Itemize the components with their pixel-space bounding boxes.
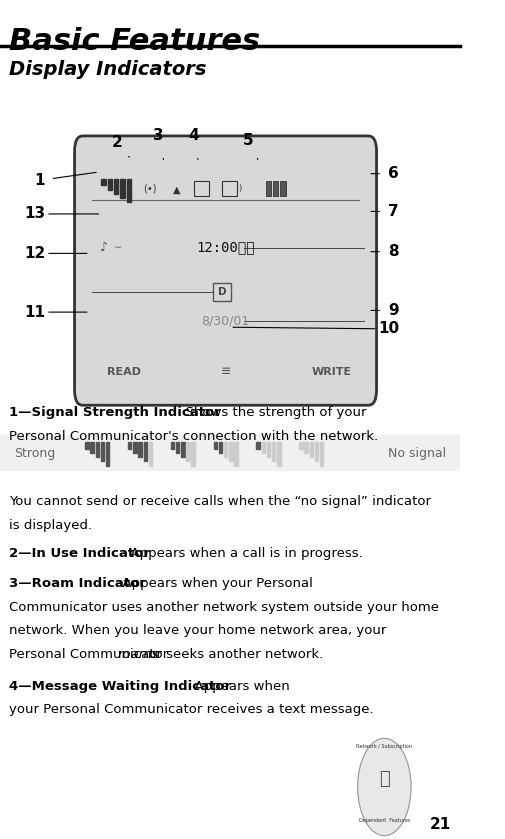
Bar	[100, 442, 104, 461]
Bar	[218, 442, 222, 453]
Text: 1: 1	[34, 173, 44, 188]
Bar	[181, 442, 184, 457]
Text: 3: 3	[153, 128, 164, 143]
Text: 6: 6	[387, 166, 398, 181]
Text: 5: 5	[243, 133, 254, 148]
Text: 13: 13	[24, 206, 45, 221]
Text: You cannot send or receive calls when the “no signal” indicator: You cannot send or receive calls when th…	[9, 495, 430, 508]
Text: Personal Communicator: Personal Communicator	[9, 648, 172, 660]
Text: ⌗: ⌗	[378, 769, 389, 788]
Text: D: D	[217, 287, 226, 297]
Bar	[213, 442, 217, 449]
Bar	[221, 181, 236, 196]
Text: ∼: ∼	[114, 242, 122, 253]
Bar	[271, 442, 275, 461]
Text: Personal Communicator's connection with the network.: Personal Communicator's connection with …	[9, 430, 378, 442]
Bar	[234, 442, 237, 466]
Text: is displayed.: is displayed.	[9, 519, 92, 531]
FancyBboxPatch shape	[74, 136, 376, 405]
Bar	[176, 442, 179, 453]
Text: roams: roams	[117, 648, 159, 660]
Text: ): )	[238, 185, 241, 193]
Bar	[319, 442, 323, 466]
Bar	[106, 442, 109, 466]
Text: 7: 7	[387, 204, 398, 219]
Bar	[133, 442, 136, 453]
Bar	[261, 442, 265, 453]
Bar	[114, 179, 118, 194]
Text: Dependent  Features: Dependent Features	[358, 818, 409, 823]
Bar	[256, 442, 260, 449]
Text: ▲: ▲	[173, 185, 181, 195]
Text: 9: 9	[387, 303, 398, 318]
Text: 12:00ᴀᴍ: 12:00ᴀᴍ	[196, 241, 255, 254]
Text: Strong: Strong	[14, 446, 55, 460]
Text: (•): (•)	[142, 184, 156, 194]
Text: 4: 4	[188, 128, 198, 143]
Bar	[95, 442, 99, 457]
Text: WRITE: WRITE	[311, 367, 351, 377]
Text: 8/30/01: 8/30/01	[201, 315, 249, 328]
Bar	[277, 442, 280, 466]
Text: 1—Signal Strength Indicator: 1—Signal Strength Indicator	[9, 406, 221, 419]
Text: your Personal Communicator receives a text message.: your Personal Communicator receives a te…	[9, 703, 373, 716]
Circle shape	[357, 738, 410, 836]
Bar	[120, 179, 124, 198]
Bar	[314, 442, 318, 461]
Text: network. When you leave your home network area, your: network. When you leave your home networ…	[9, 624, 386, 637]
Text: Appears when a call is in progress.: Appears when a call is in progress.	[122, 547, 362, 560]
Bar	[272, 181, 278, 196]
Bar	[0, 435, 460, 470]
Bar	[229, 442, 232, 461]
Text: Network / Subscription: Network / Subscription	[356, 744, 412, 749]
Text: ≡: ≡	[220, 365, 230, 378]
Bar	[143, 442, 147, 461]
Bar	[309, 442, 313, 457]
Text: 8: 8	[387, 244, 398, 259]
Text: or seeks another network.: or seeks another network.	[144, 648, 323, 660]
Bar	[194, 181, 209, 196]
Text: 4—Message Waiting Indicator: 4—Message Waiting Indicator	[9, 680, 231, 692]
Bar	[298, 442, 302, 449]
Text: 11: 11	[24, 305, 45, 320]
Text: ♪: ♪	[99, 241, 108, 254]
Text: Shows the strength of your: Shows the strength of your	[177, 406, 366, 419]
Bar	[304, 442, 307, 453]
Text: No signal: No signal	[388, 446, 445, 460]
Bar	[224, 442, 227, 457]
Text: 12: 12	[24, 246, 45, 261]
Text: Basic Features: Basic Features	[9, 27, 260, 56]
Bar	[138, 442, 141, 457]
Bar	[148, 442, 152, 466]
Text: Appears when your Personal: Appears when your Personal	[114, 577, 312, 590]
Text: 2: 2	[112, 135, 123, 150]
Text: Display Indicators: Display Indicators	[9, 60, 207, 80]
Bar	[265, 181, 271, 196]
Text: READ: READ	[107, 367, 141, 377]
Bar	[85, 442, 88, 449]
Text: 3—Roam Indicator: 3—Roam Indicator	[9, 577, 146, 590]
Bar	[186, 442, 189, 461]
Text: Appears when: Appears when	[185, 680, 289, 692]
Bar	[266, 442, 270, 457]
FancyBboxPatch shape	[212, 283, 231, 301]
Bar	[101, 179, 106, 185]
Text: 2—In Use Indicator: 2—In Use Indicator	[9, 547, 150, 560]
Bar	[191, 442, 194, 466]
Bar	[90, 442, 93, 453]
Bar	[108, 179, 112, 190]
Bar	[170, 442, 174, 449]
Bar	[128, 442, 131, 449]
Bar	[126, 179, 131, 202]
Bar	[280, 181, 285, 196]
Text: 10: 10	[378, 321, 399, 336]
Text: Communicator uses another network system outside your home: Communicator uses another network system…	[9, 601, 438, 613]
Text: 21: 21	[429, 817, 450, 832]
